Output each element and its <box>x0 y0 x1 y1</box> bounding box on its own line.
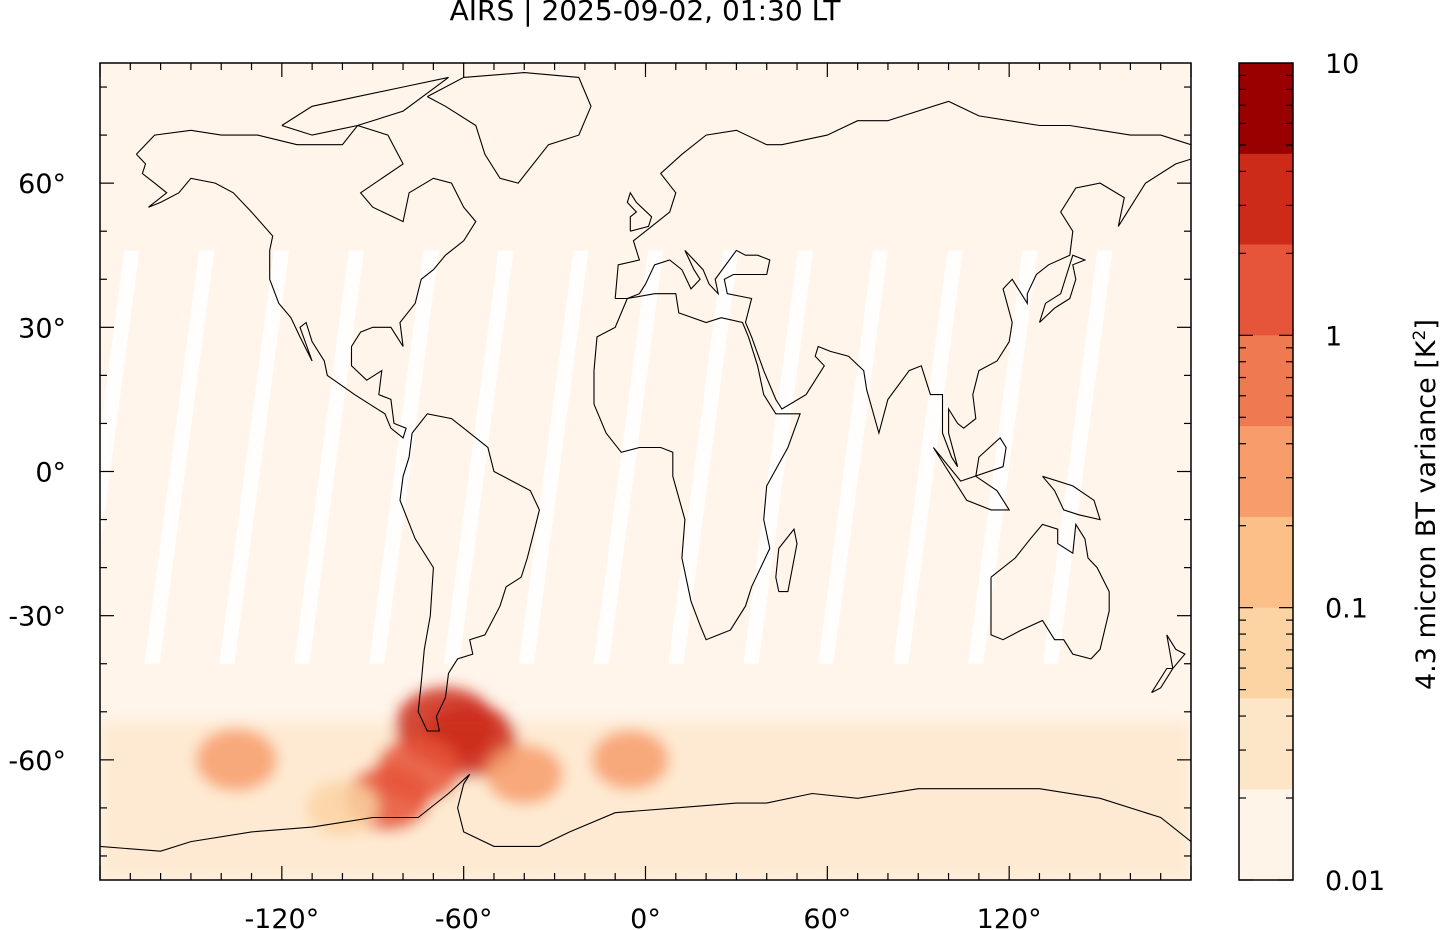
y-tick-label: -30° <box>8 602 66 633</box>
data-gap-swath <box>818 250 888 664</box>
data-gap-swaths <box>100 250 1113 664</box>
hotspot <box>591 730 670 790</box>
y-tick-label: 60° <box>18 169 66 200</box>
colorbar-tick-label: 0.1 <box>1325 594 1368 625</box>
y-tick-label: 30° <box>18 313 66 344</box>
x-tick-label: 0° <box>630 904 661 930</box>
colorbar-frame <box>1238 62 1294 881</box>
data-gap-swath <box>294 250 364 664</box>
data-gap-swath <box>369 250 439 664</box>
coastlines <box>100 72 1191 852</box>
hotspot <box>306 780 379 836</box>
map-ticks <box>99 63 1192 880</box>
colorbar-band <box>1239 607 1293 699</box>
new-zealand-coast <box>1151 634 1186 694</box>
colorbar-band <box>1239 516 1293 609</box>
data-gap-swath <box>593 250 664 664</box>
hotspot <box>195 728 278 792</box>
axis-labels: 60° 30° 0° -30° -60° -120° -60° 0° 60° 120° <box>8 169 1041 930</box>
x-tick-label: 60° <box>803 904 851 930</box>
colorbar-tick-label: 0.01 <box>1325 866 1385 897</box>
colorbar-tick-label: 1 <box>1325 321 1342 352</box>
y-tick-label: 0° <box>35 458 66 489</box>
new-guinea-coast <box>1042 475 1101 521</box>
chart-title: AIRS | 2025-09-02, 01:30 LT <box>449 0 841 27</box>
data-gap-swath <box>144 250 215 664</box>
greenland-coast <box>427 72 592 184</box>
data-gap-swath <box>518 250 589 664</box>
africa-coast <box>593 293 801 641</box>
data-gap-swath <box>443 250 514 664</box>
x-tick-label: -60° <box>435 904 493 930</box>
north-america-coast <box>136 124 477 439</box>
hotspot <box>485 744 564 805</box>
japan-coast <box>1038 254 1087 323</box>
data-gap-swath <box>100 250 140 549</box>
south-america-coast <box>399 413 540 732</box>
madagascar-coast <box>775 527 798 593</box>
data-gap-swath <box>668 250 739 664</box>
colorbar-band <box>1239 426 1293 518</box>
colorbar-band <box>1239 244 1293 336</box>
data-gap-swath <box>743 250 814 664</box>
x-tick-label: -120° <box>244 904 319 930</box>
colorbar-band <box>1239 335 1293 427</box>
colorbar-band <box>1239 789 1293 881</box>
australia-coast <box>990 522 1110 660</box>
arctic-islands-coast <box>281 76 449 136</box>
europe-asia-coast <box>614 100 1191 467</box>
colorbar-band <box>1239 153 1293 246</box>
britain-coast <box>626 191 653 232</box>
data-gap-swath <box>893 250 963 664</box>
colorbar-title: 4.3 micron BT variance [K2] <box>1410 319 1442 690</box>
indonesia-coast <box>932 437 1011 511</box>
x-tick-label: 120° <box>977 904 1042 930</box>
data-gap-swath <box>967 250 1038 664</box>
antarctica-coast <box>100 773 1191 852</box>
variance-hotspots <box>100 687 1191 880</box>
colorbar: 10 1 0.1 0.01 <box>1238 49 1385 897</box>
colorbar-band <box>1239 63 1293 155</box>
colorbar-tick-label: 10 <box>1325 49 1359 80</box>
data-gap-swath <box>219 250 290 664</box>
y-tick-label: -60° <box>8 746 66 777</box>
data-gap-swath <box>1042 250 1113 664</box>
colorbar-band <box>1239 698 1293 790</box>
